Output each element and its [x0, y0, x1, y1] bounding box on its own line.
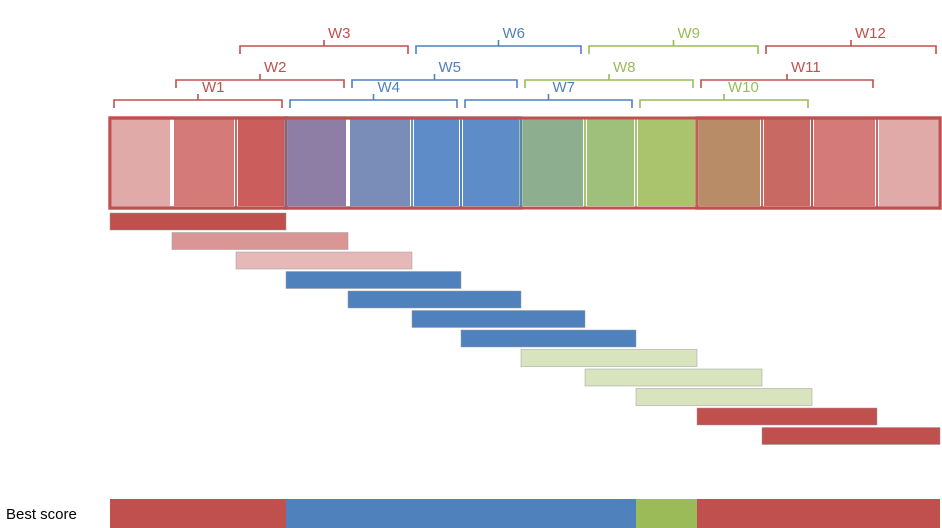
window-brace [639, 94, 809, 108]
sequence-cell [523, 119, 583, 206]
window-brace [765, 40, 937, 54]
sequence-cell [463, 119, 519, 206]
sequence-cell [414, 119, 459, 206]
window-brace [351, 74, 518, 88]
window-label: W3 [328, 25, 351, 42]
window-bar [109, 212, 287, 231]
window-label: W9 [678, 25, 701, 42]
window-brace [113, 94, 283, 108]
sequence-cell [288, 119, 346, 206]
window-bar [635, 388, 813, 406]
window-label: W10 [728, 79, 759, 96]
best-score-segment [697, 499, 940, 528]
window-label: W2 [264, 59, 287, 76]
window-brace [464, 94, 633, 108]
window-bar [411, 310, 586, 328]
window-bar [460, 329, 637, 348]
window-label: W4 [378, 79, 401, 96]
window-bar [347, 290, 522, 309]
sequence-cell [764, 119, 810, 206]
window-bar [171, 232, 349, 250]
best-score-segment [286, 499, 636, 528]
sequence-cell [587, 119, 634, 206]
window-brace [524, 74, 694, 88]
window-label: W8 [613, 59, 636, 76]
sequence-cell [350, 119, 410, 206]
sequence-cell [879, 119, 938, 206]
best-score-label: Best score [6, 506, 77, 523]
window-label: W5 [439, 59, 462, 76]
sequence-cell [238, 119, 284, 206]
window-brace [175, 74, 345, 88]
sequence-row-outline [108, 116, 942, 210]
window-bar [285, 271, 462, 289]
window-bar [520, 349, 698, 367]
window-label: W12 [855, 25, 886, 42]
window-bar [696, 407, 878, 426]
sequence-cell [814, 119, 875, 206]
window-label: W6 [503, 25, 526, 42]
window-label: W11 [791, 59, 821, 76]
window-brace [415, 40, 582, 54]
window-brace [289, 94, 458, 108]
window-bar [235, 251, 413, 270]
window-brace [239, 40, 409, 54]
window-brace [700, 74, 874, 88]
best-score-segment [636, 499, 697, 528]
window-label: W7 [553, 79, 576, 96]
window-bar [584, 368, 763, 387]
sequence-cell [174, 119, 234, 206]
window-label: W1 [202, 79, 225, 96]
window-brace [588, 40, 759, 54]
sequence-cell [699, 119, 760, 206]
window-bar [761, 427, 941, 445]
best-score-segment [110, 499, 286, 528]
sequence-cell [638, 119, 695, 206]
sequence-cell [112, 119, 170, 206]
